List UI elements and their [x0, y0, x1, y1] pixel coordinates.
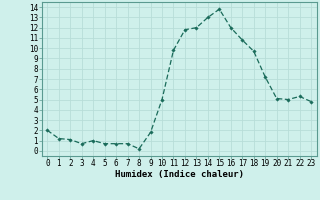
X-axis label: Humidex (Indice chaleur): Humidex (Indice chaleur) [115, 170, 244, 179]
